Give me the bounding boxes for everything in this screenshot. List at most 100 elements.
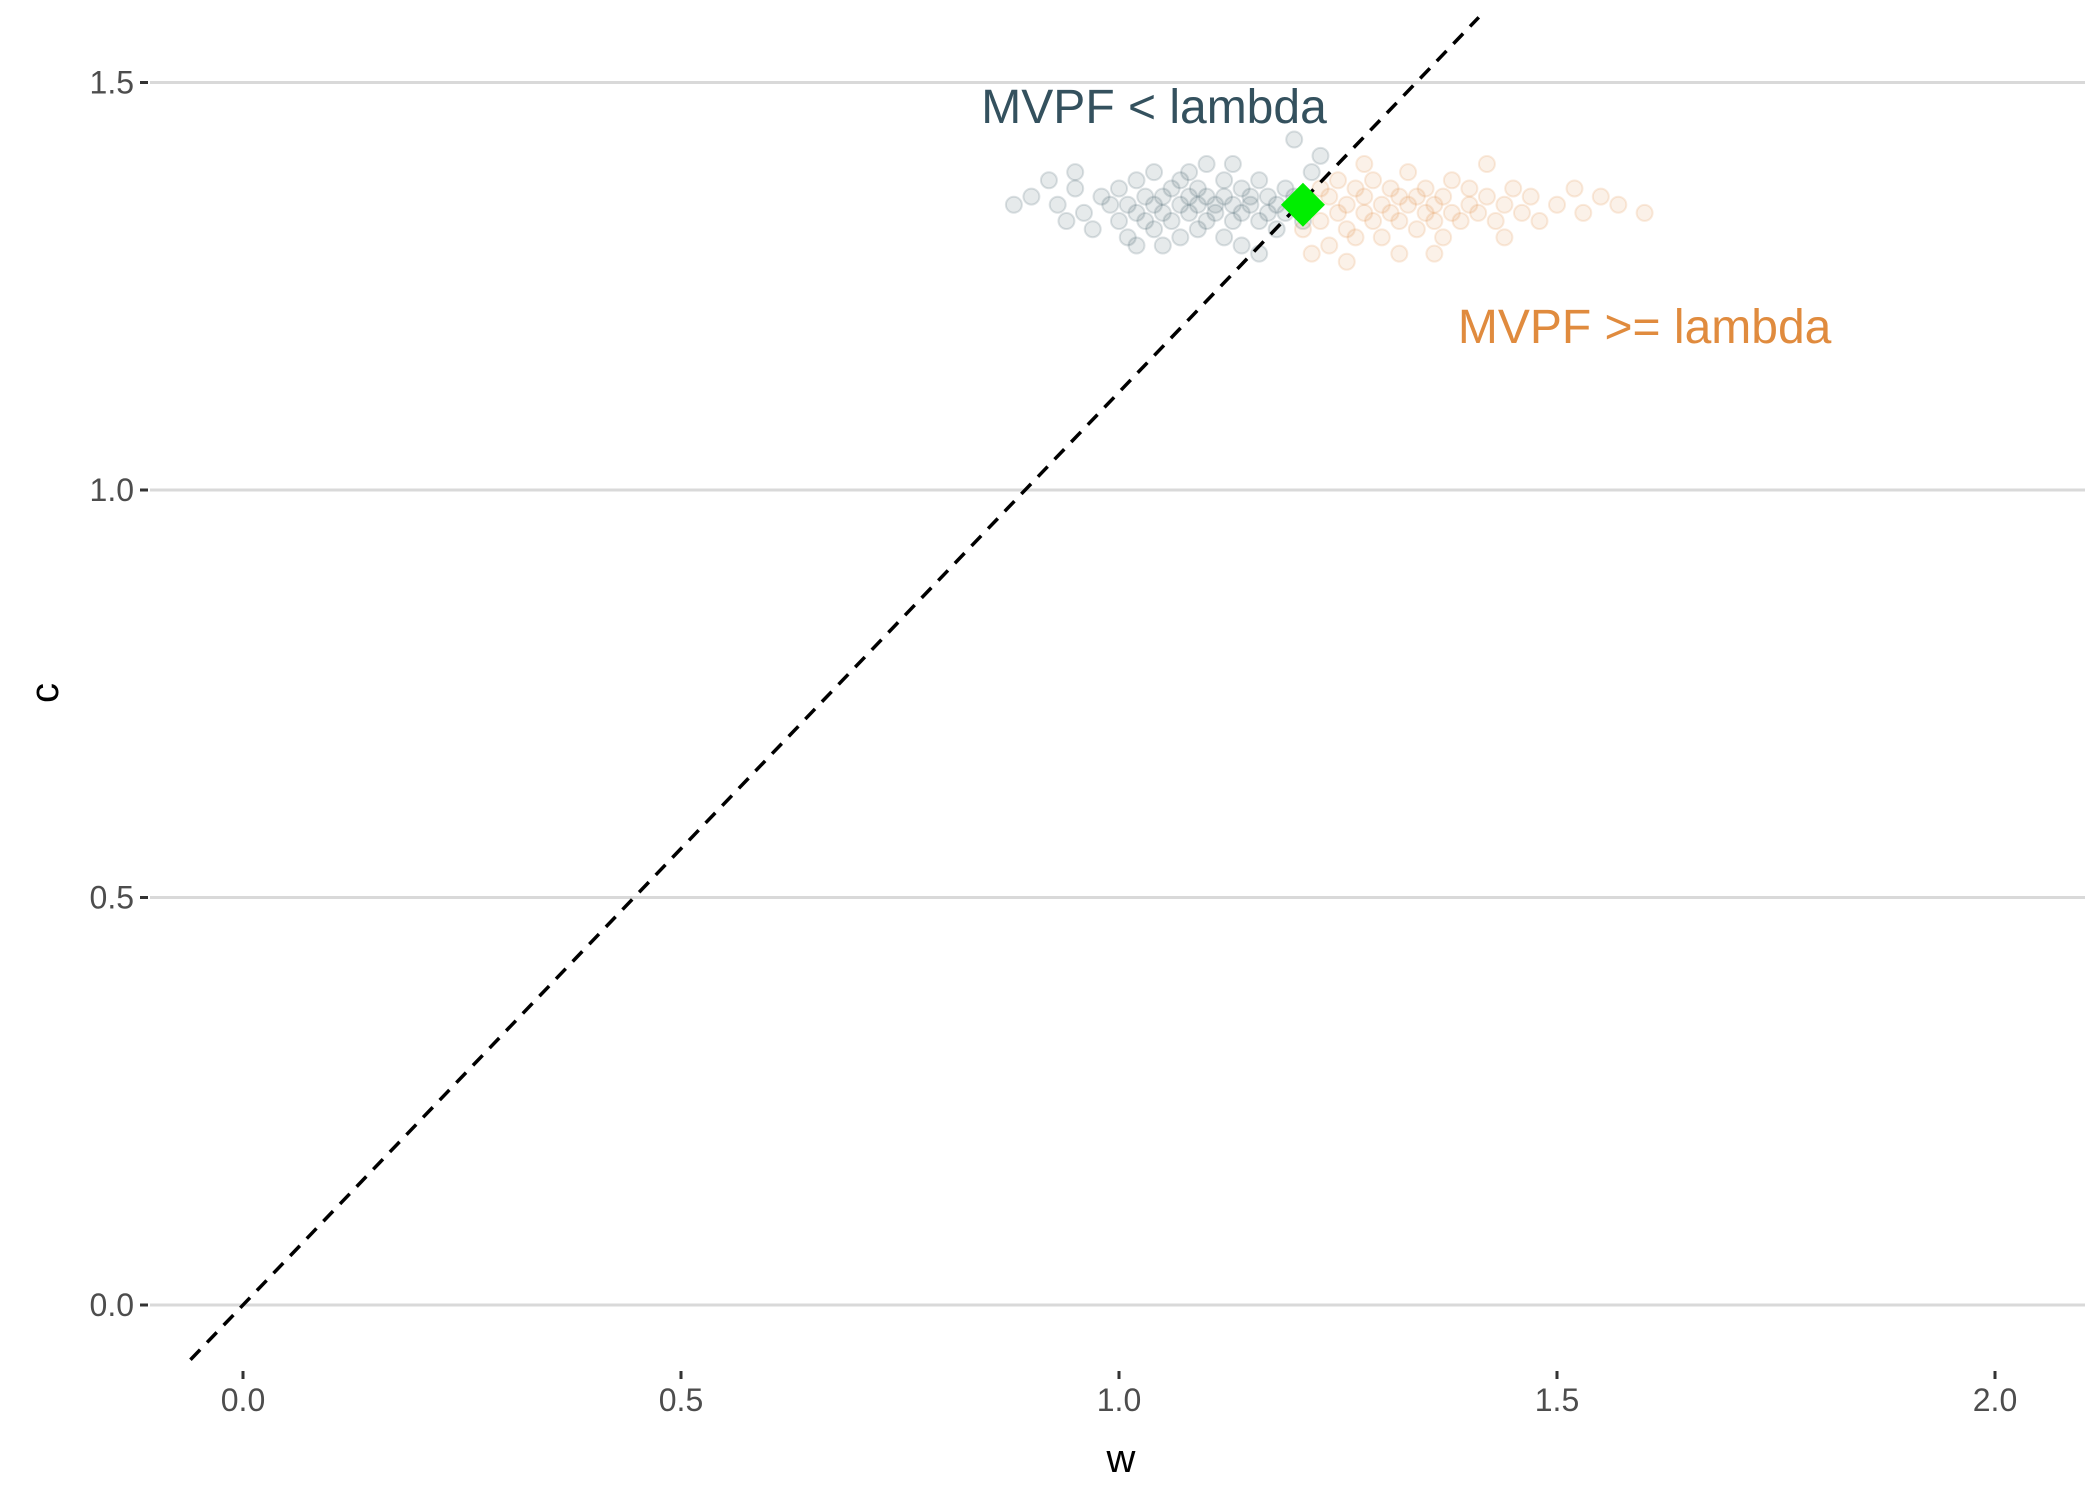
scatter-point (1188, 195, 1207, 214)
scatter-point (1390, 244, 1409, 263)
scatter-point (1399, 195, 1418, 214)
x-tick-label: 0.0 (221, 1382, 265, 1418)
y-tick-label: 1.5 (90, 65, 134, 101)
scatter-point (1153, 236, 1172, 255)
scatter-point (1153, 203, 1172, 222)
x-tick-label: 1.0 (1097, 1382, 1141, 1418)
x-tick-label: 0.5 (659, 1382, 703, 1418)
scatter-point (1469, 203, 1488, 222)
scatter-point (1460, 195, 1479, 214)
scatter-point (1171, 228, 1190, 247)
scatter-point (1434, 187, 1453, 206)
scatter-point (1329, 171, 1347, 190)
scatter-point (1276, 179, 1295, 198)
scatter-point (1153, 187, 1172, 206)
scatter-point (1092, 187, 1111, 206)
scatter-point (1320, 187, 1339, 206)
scatter-point (1521, 187, 1540, 206)
scatter-point (1355, 203, 1374, 222)
y-tick-label: 0.0 (90, 1287, 134, 1323)
scatter-point (1171, 195, 1190, 214)
scatter-point (1372, 195, 1391, 214)
scatter-point (1180, 203, 1199, 222)
scatter-point (1364, 171, 1383, 190)
scatter-point (1206, 203, 1225, 222)
scatter-point (1197, 212, 1216, 231)
y-tick-label: 1.0 (90, 472, 134, 508)
scatter-point (1530, 212, 1549, 231)
scatter-point (1434, 228, 1453, 247)
scatter-point (1074, 203, 1093, 222)
scatter-point (1180, 163, 1199, 182)
scatter-point (1302, 244, 1321, 263)
scatter-point (1110, 212, 1128, 231)
scatter-point (1425, 195, 1444, 214)
scatter-point (1372, 228, 1391, 247)
scatter-point (1302, 163, 1321, 182)
highlight-diamond (1280, 182, 1325, 227)
scatter-point (1364, 212, 1383, 231)
annotations: MVPF < lambda MVPF >= lambda (981, 81, 1831, 354)
scatter-point (1223, 212, 1242, 231)
scatter-point (1442, 171, 1461, 190)
scatter-point (1381, 203, 1400, 222)
scatter-point (1250, 212, 1269, 231)
scatter-point (1320, 236, 1339, 255)
scatter-point (1101, 195, 1120, 214)
scatter-point (1399, 163, 1418, 182)
scatter-point (1460, 179, 1479, 198)
scatter-point (1355, 187, 1374, 206)
scatter-point (1250, 171, 1269, 190)
scatter-point (1495, 195, 1514, 214)
scatter-point (1346, 228, 1365, 247)
scatter-point (1574, 203, 1593, 222)
scatter-point (1171, 171, 1190, 190)
scatter-point (1136, 187, 1155, 206)
axes: 0.0 0.5 1.0 1.5 0.0 0.5 1.0 1.5 2.0 (90, 65, 2018, 1419)
scatter-point (1495, 228, 1514, 247)
scatter-point (1311, 146, 1330, 165)
scatter-point (1162, 212, 1181, 231)
scatter-point (1180, 187, 1199, 206)
scatter-point (1162, 179, 1181, 198)
x-axis-title: w (1106, 1437, 1136, 1481)
scatter-point (1145, 195, 1164, 214)
scatter-point (1311, 212, 1330, 231)
scatter-point (1215, 171, 1234, 190)
scatter-point (1407, 220, 1426, 239)
scatter-point (1066, 179, 1085, 198)
scatter-point (1258, 203, 1277, 222)
scatter-point (1609, 195, 1628, 214)
scatter-point (1241, 195, 1260, 214)
scatter-point (1057, 212, 1076, 231)
scatter-point (1355, 155, 1374, 173)
scatter-point (1145, 163, 1164, 182)
scatter-point (1223, 155, 1242, 173)
scatter-point (1512, 203, 1531, 222)
scatter-point (1127, 171, 1146, 190)
scatter-point (1425, 212, 1444, 231)
scatter-point (1337, 195, 1356, 214)
scatter-point (1083, 220, 1102, 239)
scatter-point (1048, 195, 1067, 214)
x-tick-label: 1.5 (1535, 1382, 1579, 1418)
scatter-point (1232, 236, 1251, 255)
scatter-point (1127, 203, 1146, 222)
scatter-point (1477, 155, 1496, 173)
scatter-point (1188, 179, 1207, 198)
scatter-point (1232, 179, 1251, 198)
scatter-point (1477, 187, 1496, 206)
scatter-point (1136, 212, 1155, 231)
scatter-point (1381, 179, 1400, 198)
scatter-point (1442, 203, 1461, 222)
scatter-point (1390, 187, 1409, 206)
scatter-point (1145, 220, 1164, 239)
scatter-point (1241, 187, 1260, 206)
scatter-point (1197, 155, 1216, 173)
scatter-point (1486, 212, 1505, 231)
data-points (1004, 130, 1654, 271)
y-tick-label: 0.5 (90, 880, 134, 916)
x-tick-label: 2.0 (1973, 1382, 2017, 1418)
scatter-point (1197, 187, 1216, 206)
gridlines (150, 81, 2085, 1307)
